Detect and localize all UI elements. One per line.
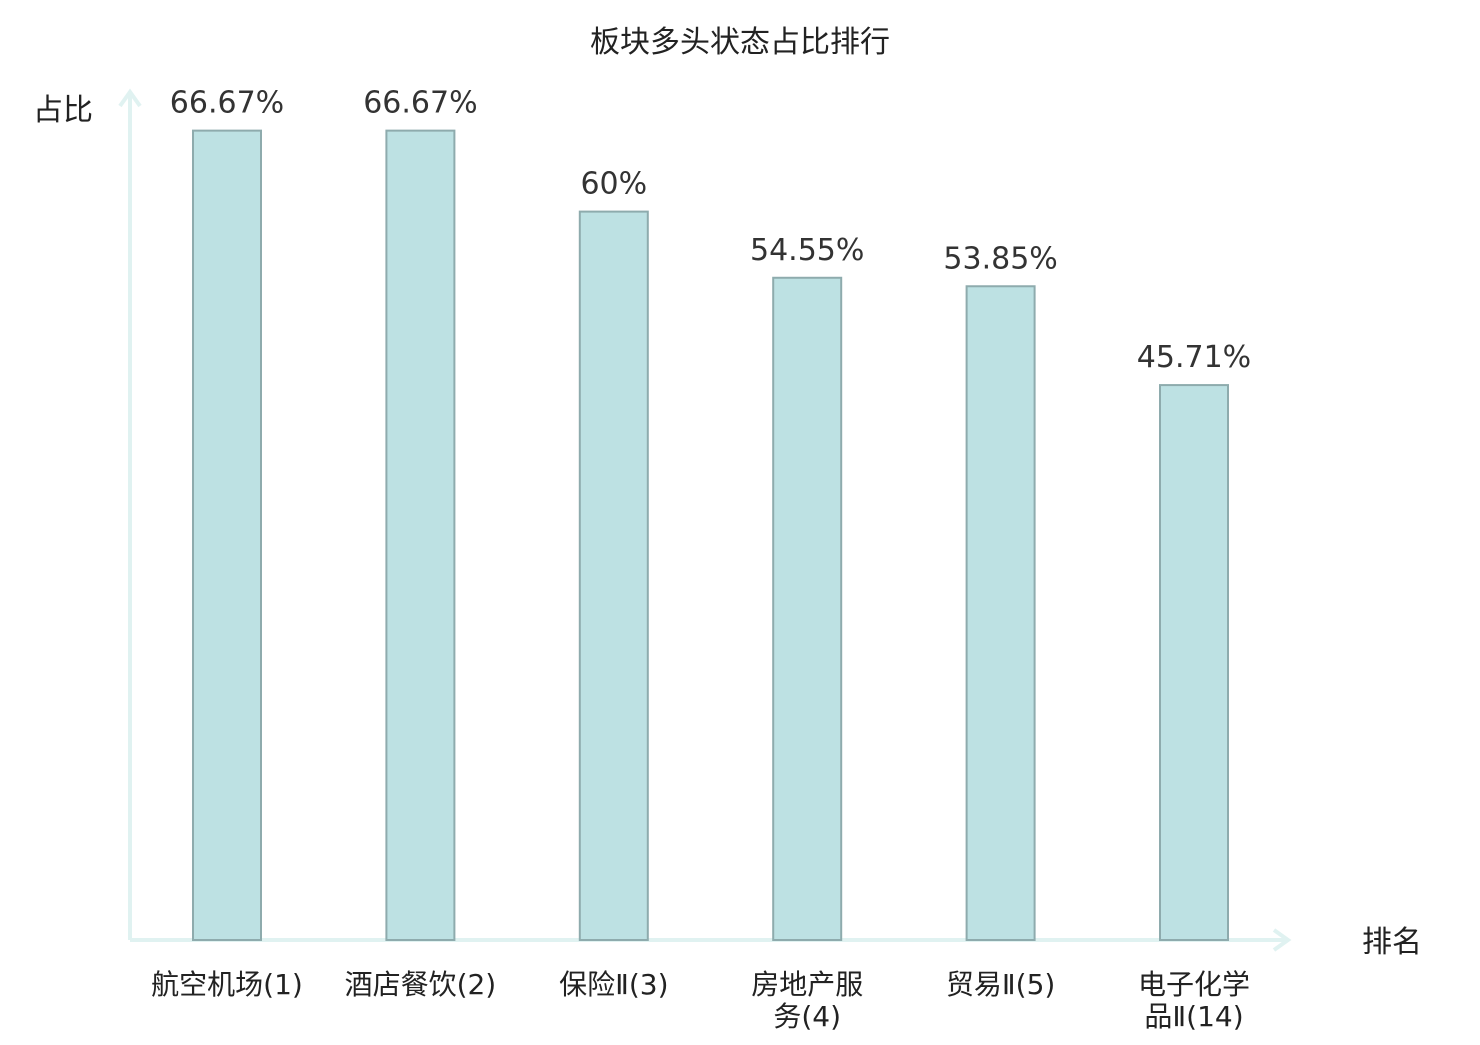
x-axis-arrow [1272,928,1292,952]
y-axis-arrow [118,88,142,108]
data-label: 45.71% [1137,340,1251,375]
x-tick-label: 酒店餐饮(2) [345,968,497,1001]
x-tick-label: 房地产服 [751,968,863,1001]
x-axis-label: 排名 [1362,925,1422,960]
x-tick-label: 贸易Ⅱ(5) [946,968,1055,1001]
x-tick-label: 航空机场(1) [151,968,303,1001]
y-axis-label: 占比 [33,93,93,128]
bars-group [192,129,1229,942]
axes [118,88,1292,952]
data-label: 66.67% [363,86,477,121]
labels-group: 66.67% 航空机场(1) 66.67% 酒店餐饮(2) 60% 保险Ⅱ(3) 54.55… [151,86,1251,1033]
chart-title: 板块多头状态占比排行 [590,25,890,60]
bar [965,285,1036,941]
bar [578,210,649,942]
data-label: 60% [580,167,647,202]
bar [772,276,843,941]
bar [192,129,262,941]
x-tick-label: 务(4) [773,1000,841,1033]
x-tick-label: 品Ⅱ(14) [1144,1000,1243,1033]
data-label: 54.55% [750,233,864,268]
bar [1159,384,1229,941]
data-label: 66.67% [170,86,284,121]
x-tick-label: 电子化学 [1138,968,1250,1001]
x-tick-label: 保险Ⅱ(3) [559,968,668,1001]
data-label: 53.85% [943,241,1057,276]
bar [385,129,456,941]
